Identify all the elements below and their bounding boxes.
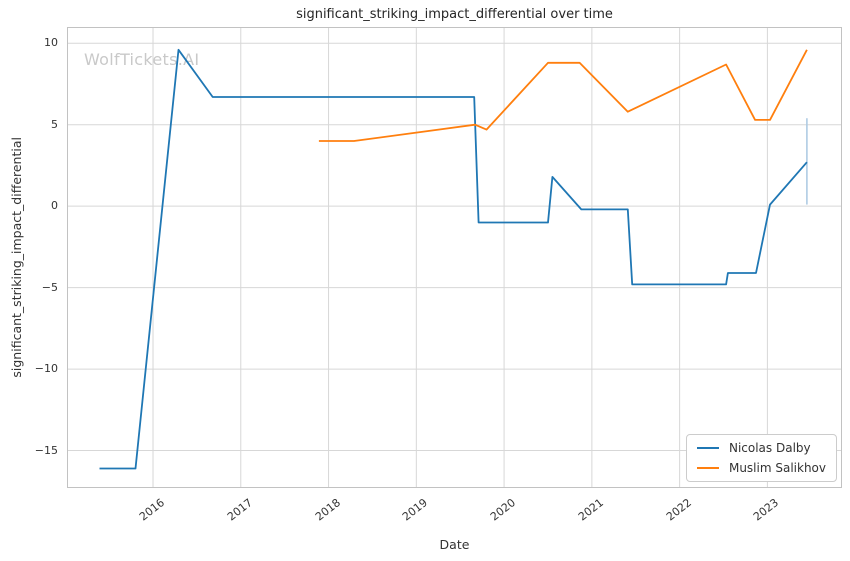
y-tick-label--5: −5 bbox=[41, 280, 58, 294]
watermark: WolfTickets.AI bbox=[84, 50, 200, 69]
legend-item-nicolas-dalby: Nicolas Dalby bbox=[696, 441, 826, 455]
y-axis-label: significant_striking_impact_differential bbox=[6, 27, 26, 488]
y-axis-label-text: significant_striking_impact_differential bbox=[8, 137, 24, 378]
legend-line-swatch bbox=[696, 447, 719, 449]
chart-title: significant_striking_impact_differential… bbox=[296, 7, 613, 22]
x-tick-label-2018: 2018 bbox=[312, 496, 343, 524]
plot-area: Nicolas Dalby Muslim Salikhov bbox=[67, 27, 842, 488]
x-tick-label-2023: 2023 bbox=[751, 496, 782, 524]
x-tick-label-2021: 2021 bbox=[575, 496, 606, 524]
series-line-nicolas-dalby bbox=[99, 48, 808, 470]
x-tick-label-2020: 2020 bbox=[488, 496, 519, 524]
plot-canvas bbox=[67, 27, 842, 488]
y-tick-label-10: 10 bbox=[44, 36, 58, 50]
x-tick-label-2017: 2017 bbox=[224, 496, 255, 524]
x-tick-label-2016: 2016 bbox=[136, 496, 168, 524]
legend: Nicolas Dalby Muslim Salikhov bbox=[685, 434, 837, 482]
series-line-muslim-salikhov bbox=[318, 49, 808, 142]
plot-border bbox=[67, 27, 842, 488]
y-tick-label-5: 5 bbox=[51, 117, 58, 131]
y-tick-label--15: −15 bbox=[34, 443, 58, 457]
x-tick-label-2022: 2022 bbox=[663, 496, 694, 524]
legend-label: Nicolas Dalby bbox=[728, 441, 811, 455]
y-tick-label--10: −10 bbox=[34, 362, 58, 376]
x-tick-label-2019: 2019 bbox=[400, 496, 431, 524]
x-axis-label: Date bbox=[439, 537, 470, 552]
legend-item-muslim-salikhov: Muslim Salikhov bbox=[696, 461, 826, 475]
legend-line-swatch bbox=[696, 467, 719, 469]
legend-label: Muslim Salikhov bbox=[728, 461, 826, 475]
y-tick-label-0: 0 bbox=[51, 199, 58, 213]
